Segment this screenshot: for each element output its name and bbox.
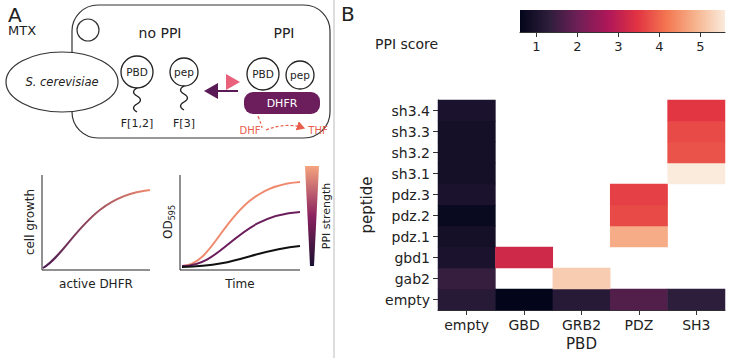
svg-text:OD595: OD595 bbox=[161, 205, 177, 239]
svg-text:sh3.4: sh3.4 bbox=[392, 103, 431, 119]
svg-text:PPI strength: PPI strength bbox=[320, 183, 333, 249]
svg-text:sh3.2: sh3.2 bbox=[392, 145, 430, 161]
svg-text:peptide: peptide bbox=[358, 176, 376, 233]
svg-text:DHFR: DHFR bbox=[267, 97, 298, 110]
svg-text:pdz.3: pdz.3 bbox=[392, 187, 430, 203]
svg-text:gbd1: gbd1 bbox=[394, 250, 430, 266]
svg-text:F[1,2]: F[1,2] bbox=[121, 117, 153, 130]
svg-text:DHF: DHF bbox=[240, 125, 261, 136]
svg-text:pep: pep bbox=[290, 69, 310, 81]
svg-text:SH3: SH3 bbox=[682, 317, 710, 333]
svg-text:S. cerevisiae: S. cerevisiae bbox=[25, 75, 98, 89]
svg-text:PBD: PBD bbox=[126, 66, 148, 78]
svg-text:GRB2: GRB2 bbox=[562, 317, 601, 333]
svg-text:GBD: GBD bbox=[508, 317, 539, 333]
svg-text:sh3.3: sh3.3 bbox=[392, 124, 430, 140]
svg-text:empty: empty bbox=[444, 317, 489, 333]
svg-text:PPI score: PPI score bbox=[375, 36, 438, 52]
svg-text:empty: empty bbox=[385, 292, 430, 308]
svg-text:PPI: PPI bbox=[273, 25, 294, 41]
svg-text:2: 2 bbox=[573, 39, 581, 54]
svg-text:pep: pep bbox=[174, 66, 194, 78]
svg-text:MTX: MTX bbox=[8, 23, 36, 38]
svg-text:cell growth: cell growth bbox=[23, 189, 37, 255]
svg-text:active DHFR: active DHFR bbox=[59, 277, 133, 291]
svg-text:A: A bbox=[8, 3, 22, 27]
svg-text:PBD: PBD bbox=[566, 335, 597, 353]
svg-text:3: 3 bbox=[614, 39, 622, 54]
svg-text:pdz.2: pdz.2 bbox=[392, 208, 430, 224]
svg-text:Time: Time bbox=[224, 277, 254, 291]
svg-text:PBD: PBD bbox=[252, 68, 274, 80]
svg-text:THF: THF bbox=[307, 125, 328, 136]
svg-text:pdz.1: pdz.1 bbox=[392, 229, 430, 245]
svg-text:gab2: gab2 bbox=[395, 271, 430, 287]
svg-text:4: 4 bbox=[655, 39, 663, 54]
svg-text:F[3]: F[3] bbox=[173, 117, 195, 130]
svg-text:PDZ: PDZ bbox=[624, 317, 653, 333]
svg-text:no PPI: no PPI bbox=[139, 25, 182, 41]
svg-text:1: 1 bbox=[532, 39, 540, 54]
svg-text:sh3.1: sh3.1 bbox=[392, 166, 430, 182]
svg-text:B: B bbox=[341, 2, 355, 26]
svg-text:5: 5 bbox=[696, 39, 704, 54]
